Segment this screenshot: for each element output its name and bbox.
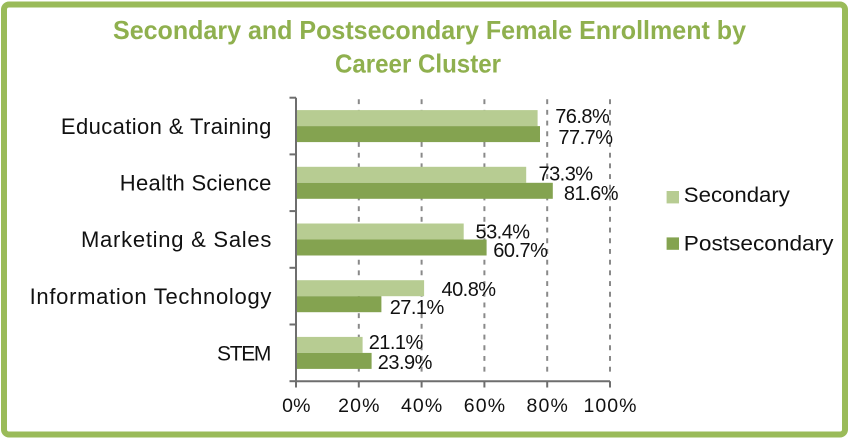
svg-text:Information Technology: Information Technology: [30, 284, 272, 309]
svg-text:40%: 40%: [401, 395, 442, 417]
svg-text:STEM: STEM: [217, 343, 271, 366]
svg-text:Career Cluster: Career Cluster: [335, 49, 501, 79]
svg-text:0%: 0%: [282, 395, 310, 417]
svg-text:21.1%: 21.1%: [369, 332, 424, 354]
svg-text:Postsecondary: Postsecondary: [684, 232, 834, 256]
svg-text:Secondary: Secondary: [684, 183, 790, 207]
svg-text:Health Science: Health Science: [120, 171, 272, 196]
svg-text:81.6%: 81.6%: [564, 183, 619, 205]
svg-text:23.9%: 23.9%: [378, 352, 433, 374]
svg-text:Education & Training: Education & Training: [61, 114, 272, 139]
svg-text:20%: 20%: [338, 395, 379, 417]
svg-text:Marketing & Sales: Marketing & Sales: [81, 227, 271, 252]
svg-text:100%: 100%: [584, 395, 637, 417]
svg-text:77.7%: 77.7%: [558, 127, 613, 149]
svg-text:76.8%: 76.8%: [555, 106, 610, 128]
svg-text:Secondary and Postsecondary Fe: Secondary and Postsecondary Female Enrol…: [113, 15, 747, 45]
svg-text:73.3%: 73.3%: [539, 164, 594, 186]
svg-text:60%: 60%: [464, 395, 505, 417]
svg-text:60.7%: 60.7%: [493, 240, 548, 262]
svg-text:40.8%: 40.8%: [442, 279, 497, 301]
svg-text:53.4%: 53.4%: [476, 222, 531, 244]
svg-text:27.1%: 27.1%: [390, 297, 445, 319]
svg-text:80%: 80%: [527, 395, 568, 417]
